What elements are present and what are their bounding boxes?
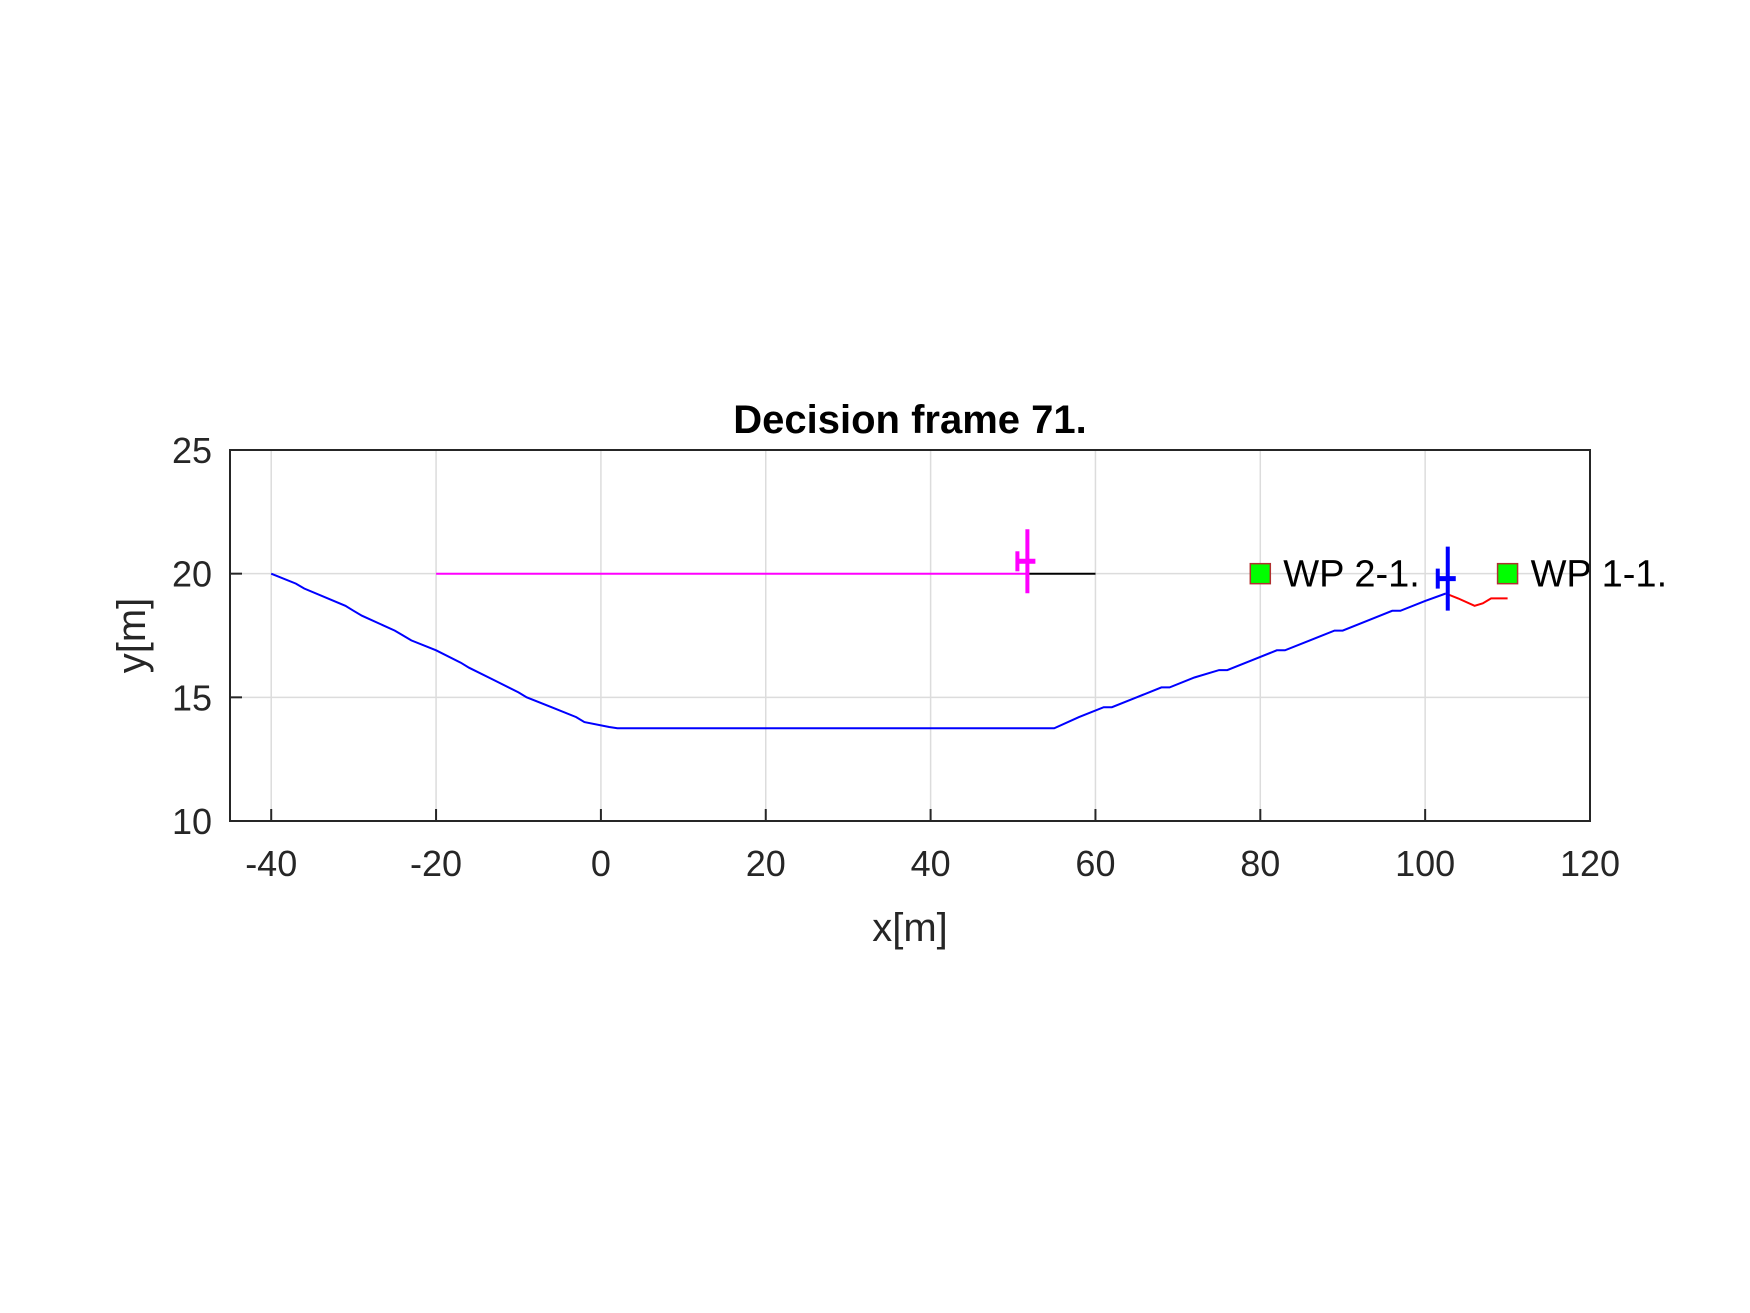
series-line: [270, 572, 1447, 730]
series-line: [1445, 592, 1508, 607]
grid-lines: [230, 449, 1591, 822]
x-tick-label: 0: [591, 843, 611, 884]
waypoint-label: WP 2-1.: [1283, 554, 1420, 596]
waypoint-label: WP 1-1.: [1531, 554, 1668, 596]
y-tick-label: 15: [172, 677, 212, 718]
y-axis-label: y[m]: [110, 598, 154, 674]
y-tick-label: 20: [172, 554, 212, 595]
waypoint-marker: [1496, 562, 1519, 585]
waypoints: WP 2-1. WP 1-1.: [1249, 554, 1668, 596]
x-tick-label: 100: [1395, 843, 1455, 884]
x-axis-label: x[m]: [872, 906, 948, 950]
x-tick-label: 60: [1075, 843, 1115, 884]
y-tick-label: 10: [172, 801, 212, 842]
waypoint-marker: [1249, 562, 1272, 585]
x-tick-label: -20: [410, 843, 462, 884]
axes-box: [229, 449, 1591, 822]
vehicle-markers: [1015, 529, 1456, 611]
vehicle-marker: [1015, 529, 1036, 594]
chart-title: Decision frame 71.: [733, 398, 1087, 442]
x-tick-label: 20: [746, 843, 786, 884]
x-tick-label: 120: [1560, 843, 1620, 884]
x-tick-label: 80: [1240, 843, 1280, 884]
vehicle-marker: [1435, 546, 1456, 611]
x-tick-label: -40: [245, 843, 297, 884]
y-tick-label: 25: [172, 430, 212, 471]
axis-ticks: -40 -20 0 20 40 60 80 100 120 10 15 20 25: [172, 430, 1620, 884]
x-tick-label: 40: [911, 843, 951, 884]
plot-series: [270, 572, 1508, 730]
